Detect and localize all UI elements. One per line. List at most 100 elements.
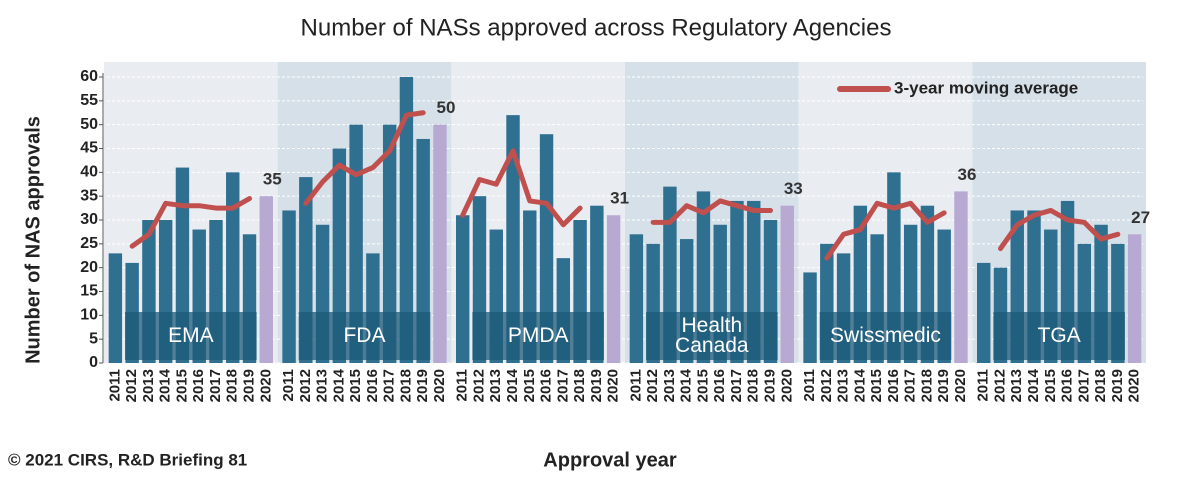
bar: [433, 124, 447, 364]
bar: [382, 124, 397, 364]
x-tick-label: 2019: [761, 369, 778, 402]
x-tick-label: 2013: [661, 369, 678, 402]
x-tick-label: 2018: [571, 369, 588, 402]
x-tick-label: 2020: [257, 369, 274, 402]
legend-label: 3-year moving average: [894, 78, 1078, 97]
y-tick-label: 10: [80, 307, 98, 324]
x-tick-label: 2011: [106, 369, 123, 402]
bar: [606, 215, 621, 363]
x-tick-label: 2012: [991, 369, 1008, 402]
bar: [416, 138, 430, 363]
bar: [1127, 234, 1142, 363]
x-tick-label: 2017: [381, 369, 398, 402]
x-tick-label: 2014: [851, 368, 868, 402]
bar: [349, 124, 363, 364]
x-tick-label: 2013: [835, 369, 852, 402]
x-tick-label: 2019: [1109, 369, 1126, 402]
source-note: © 2021 CIRS, R&D Briefing 81: [8, 450, 247, 469]
x-tick-label: 2019: [240, 369, 257, 402]
x-tick-label: 2015: [1042, 369, 1059, 402]
x-tick-label: 2011: [454, 369, 471, 402]
panel-label-box: [298, 312, 431, 360]
x-tick-label: 2014: [678, 368, 695, 402]
y-tick-label: 55: [80, 92, 98, 109]
y-tick-label: 35: [80, 187, 98, 204]
bar: [282, 210, 296, 363]
moving-average-line: [650, 198, 774, 225]
panel-label-box: [472, 312, 604, 360]
panel-label: PMDA: [507, 324, 569, 347]
panel-label-box: [125, 312, 257, 360]
x-tick-label: 2015: [868, 369, 885, 402]
bar: [108, 253, 123, 363]
bar: [399, 77, 414, 363]
x-tick-label: 2015: [521, 369, 538, 402]
x-tick-label: 2016: [190, 369, 207, 402]
panel-label-box: [646, 312, 778, 360]
y-axis-label: Number of NAS approvals: [22, 116, 44, 364]
y-tick-label: 15: [80, 283, 98, 300]
x-tick-label: 2020: [1126, 369, 1143, 402]
x-tick-label: 2011: [975, 369, 992, 402]
moving-average-line: [824, 200, 947, 261]
x-tick-label: 2011: [280, 369, 297, 402]
moving-average-line: [303, 110, 426, 206]
chart-title: Number of NASs approved across Regulator…: [301, 14, 892, 41]
bar: [780, 205, 794, 363]
panel-label-box: [993, 312, 1125, 360]
value-label: 35: [263, 170, 282, 189]
x-tick-label: 2016: [364, 369, 381, 402]
x-tick-label: 2016: [1059, 369, 1076, 402]
x-tick-label: 2014: [1025, 368, 1042, 402]
x-tick-label: 2015: [694, 369, 711, 402]
x-tick-label: 2018: [397, 369, 414, 402]
moving-average-line: [460, 148, 583, 228]
panel-label-box: [819, 312, 952, 360]
x-tick-label: 2012: [123, 369, 140, 402]
y-tick-label: 20: [80, 259, 98, 276]
y-tick-label: 40: [80, 164, 98, 181]
y-tick-label: 60: [80, 68, 98, 85]
x-tick-label: 2020: [778, 369, 795, 402]
x-tick-label: 2017: [728, 369, 745, 402]
x-tick-label: 2016: [538, 369, 555, 402]
y-tick-label: 45: [80, 140, 98, 157]
y-tick-label: 0: [89, 354, 98, 371]
value-label: 36: [957, 165, 976, 184]
y-tick-label: 5: [89, 330, 98, 347]
x-tick-label: 2013: [314, 369, 331, 402]
x-tick-label: 2018: [224, 369, 241, 402]
x-tick-label: 2019: [935, 369, 952, 402]
panel-label: Swissmedic: [830, 324, 941, 347]
panel-label: FDA: [343, 324, 386, 347]
x-tick-label: 2013: [1008, 369, 1025, 402]
panel-label: TGA: [1037, 324, 1081, 347]
x-tick-label: 2015: [173, 369, 190, 402]
bar: [506, 115, 520, 363]
x-tick-label: 2012: [818, 369, 835, 402]
x-tick-label: 2013: [487, 369, 504, 402]
bar: [456, 215, 470, 363]
bar: [629, 234, 644, 363]
x-tick-label: 2017: [207, 369, 224, 402]
x-tick-label: 2020: [952, 369, 969, 402]
x-tick-label: 2013: [140, 369, 157, 402]
value-label: 50: [436, 98, 455, 117]
value-label: 27: [1131, 208, 1150, 227]
bar: [954, 191, 968, 363]
x-tick-label: 2015: [347, 369, 364, 402]
x-tick-label: 2017: [1075, 369, 1092, 402]
moving-average-line: [997, 207, 1121, 252]
x-tick-label: 2012: [644, 369, 661, 402]
x-tick-label: 2016: [711, 369, 728, 402]
x-tick-label: 2017: [902, 369, 919, 402]
bar: [803, 272, 817, 363]
x-tick-label: 2011: [801, 369, 818, 402]
value-label: 31: [610, 189, 629, 208]
bar: [332, 148, 347, 363]
x-tick-label: 2012: [470, 369, 487, 402]
panel-label: EMA: [168, 324, 214, 347]
panel-label: Health Canada: [675, 314, 749, 357]
bar: [539, 134, 554, 363]
